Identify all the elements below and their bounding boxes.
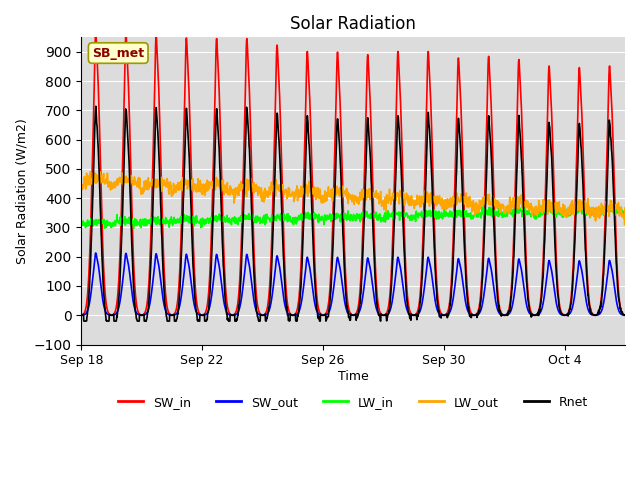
LW_out — [311, 193, 319, 199]
SW_in — [311, 262, 319, 267]
SW_out — [92, 250, 100, 256]
Rnet — [621, 312, 629, 318]
LW_out — [621, 222, 628, 228]
LW_in — [536, 202, 543, 207]
LW_in — [109, 220, 117, 226]
Rnet — [428, 166, 435, 171]
SW_out — [591, 312, 598, 318]
LW_in — [130, 226, 138, 231]
SW_in — [428, 108, 435, 113]
LW_in — [311, 216, 319, 222]
LW_out — [547, 201, 554, 206]
Rnet — [92, 103, 100, 109]
Rnet — [547, 142, 554, 148]
SW_in — [110, 311, 118, 317]
Rnet — [367, 179, 375, 185]
SW_out — [110, 312, 118, 318]
SW_out — [367, 270, 375, 276]
Line: Rnet: Rnet — [81, 106, 625, 321]
LW_in — [547, 209, 554, 215]
SW_in — [77, 312, 85, 318]
Line: SW_out: SW_out — [81, 253, 625, 315]
SW_out — [621, 312, 629, 318]
LW_out — [367, 188, 375, 193]
SW_in — [591, 312, 598, 318]
SW_out — [311, 301, 319, 307]
Legend: SW_in, SW_out, LW_in, LW_out, Rnet: SW_in, SW_out, LW_in, LW_out, Rnet — [113, 391, 593, 414]
LW_out — [320, 197, 328, 203]
Rnet — [312, 285, 319, 290]
LW_in — [77, 221, 85, 227]
X-axis label: Time: Time — [338, 370, 369, 383]
Rnet — [80, 318, 88, 324]
Y-axis label: Solar Radiation (W/m2): Solar Radiation (W/m2) — [15, 118, 28, 264]
LW_in — [320, 218, 328, 224]
Rnet — [320, 312, 328, 318]
SW_in — [92, 29, 100, 35]
Line: LW_in: LW_in — [81, 204, 625, 228]
SW_in — [621, 312, 629, 318]
SW_out — [547, 263, 554, 268]
Line: SW_in: SW_in — [81, 32, 625, 315]
SW_in — [367, 120, 375, 125]
Rnet — [110, 318, 118, 324]
LW_out — [621, 205, 629, 211]
LW_out — [86, 169, 94, 175]
SW_out — [77, 312, 85, 318]
LW_out — [428, 198, 435, 204]
Text: SB_met: SB_met — [92, 47, 144, 60]
SW_out — [320, 312, 328, 318]
SW_out — [428, 267, 435, 273]
LW_in — [428, 214, 435, 219]
LW_out — [110, 185, 118, 191]
SW_in — [547, 85, 554, 91]
LW_out — [77, 181, 85, 187]
Rnet — [77, 312, 85, 318]
SW_in — [320, 312, 328, 318]
LW_in — [621, 211, 629, 217]
Title: Solar Radiation: Solar Radiation — [290, 15, 416, 33]
Line: LW_out: LW_out — [81, 172, 625, 225]
LW_in — [367, 212, 375, 218]
